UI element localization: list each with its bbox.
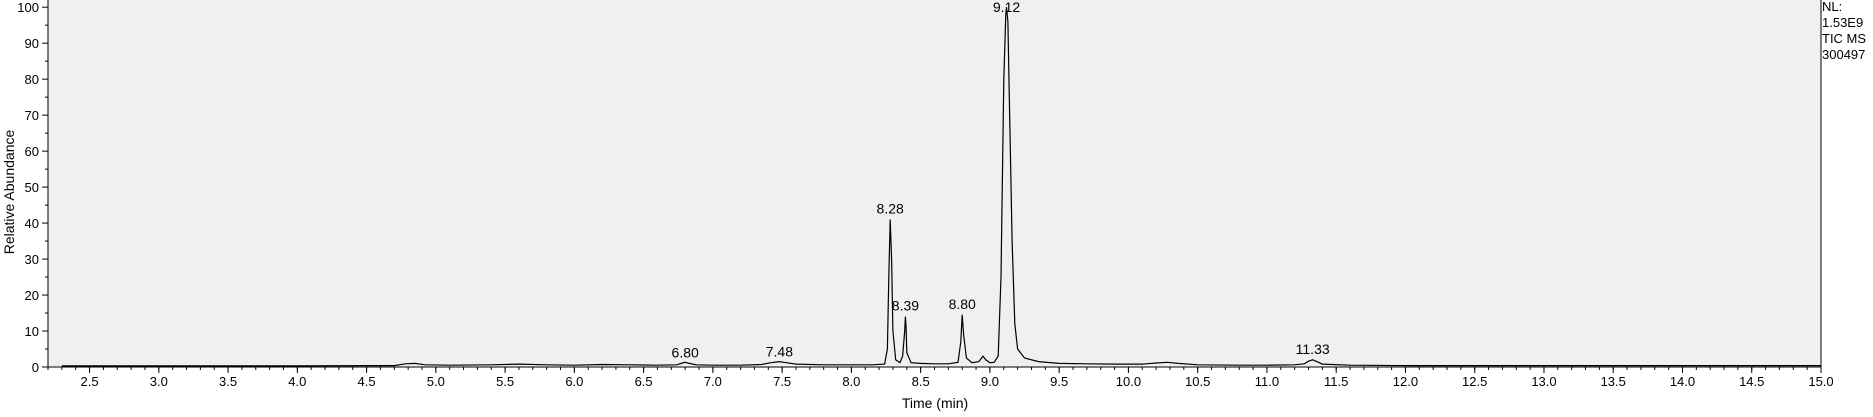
x-tick-label: 8.0 xyxy=(842,374,860,389)
x-tick-label: 12.5 xyxy=(1462,374,1487,389)
x-tick-label: 9.0 xyxy=(981,374,999,389)
x-tick-label: 15.0 xyxy=(1808,374,1833,389)
x-tick-label: 13.5 xyxy=(1601,374,1626,389)
y-tick-label: 40 xyxy=(25,216,39,231)
x-tick-label: 6.0 xyxy=(565,374,583,389)
y-axis-title: Relative Abundance xyxy=(1,130,17,255)
y-tick-label: 10 xyxy=(25,324,39,339)
x-tick-label: 11.5 xyxy=(1324,374,1348,389)
y-tick-label: 0 xyxy=(32,360,39,375)
x-tick-label: 7.5 xyxy=(773,374,791,389)
x-tick-label: 14.5 xyxy=(1739,374,1764,389)
y-tick-label: 70 xyxy=(25,108,39,123)
y-tick-label: 60 xyxy=(25,144,39,159)
peak-label: 6.80 xyxy=(672,344,699,360)
y-tick-label: 80 xyxy=(25,72,39,87)
y-tick-label: 30 xyxy=(25,252,39,267)
info-line: NL: xyxy=(1822,0,1842,14)
x-tick-label: 5.5 xyxy=(496,374,514,389)
peak-label: 9.12 xyxy=(993,0,1020,15)
peak-label: 8.80 xyxy=(949,296,976,312)
peak-label: 8.28 xyxy=(877,200,904,216)
peak-label: 7.48 xyxy=(766,344,793,360)
x-tick-label: 4.0 xyxy=(288,374,306,389)
x-tick-label: 7.0 xyxy=(704,374,722,389)
x-tick-label: 9.5 xyxy=(1050,374,1068,389)
x-tick-label: 2.5 xyxy=(81,374,99,389)
x-tick-label: 11.0 xyxy=(1255,374,1279,389)
info-line: TIC MS xyxy=(1822,31,1866,46)
x-tick-label: 3.0 xyxy=(150,374,168,389)
peak-label: 8.39 xyxy=(892,298,919,314)
y-tick-label: 20 xyxy=(25,288,39,303)
x-tick-label: 3.5 xyxy=(219,374,237,389)
x-axis-title: Time (min) xyxy=(902,395,968,411)
plot-area xyxy=(48,0,1821,367)
x-tick-label: 14.0 xyxy=(1670,374,1695,389)
x-tick-label: 12.0 xyxy=(1393,374,1418,389)
x-tick-label: 10.0 xyxy=(1116,374,1141,389)
y-tick-label: 90 xyxy=(25,36,39,51)
x-tick-label: 4.5 xyxy=(358,374,376,389)
info-line: 300497 xyxy=(1822,47,1865,62)
x-tick-label: 5.0 xyxy=(427,374,445,389)
x-tick-label: 6.5 xyxy=(635,374,653,389)
x-tick-label: 8.5 xyxy=(912,374,930,389)
y-tick-label: 50 xyxy=(25,180,39,195)
x-tick-label: 10.5 xyxy=(1185,374,1210,389)
y-tick-label: 100 xyxy=(17,0,39,15)
info-line: 1.53E9 xyxy=(1822,15,1863,30)
x-tick-label: 13.0 xyxy=(1531,374,1556,389)
peak-label: 11.33 xyxy=(1296,341,1330,357)
tic-trace-line xyxy=(61,7,1821,367)
